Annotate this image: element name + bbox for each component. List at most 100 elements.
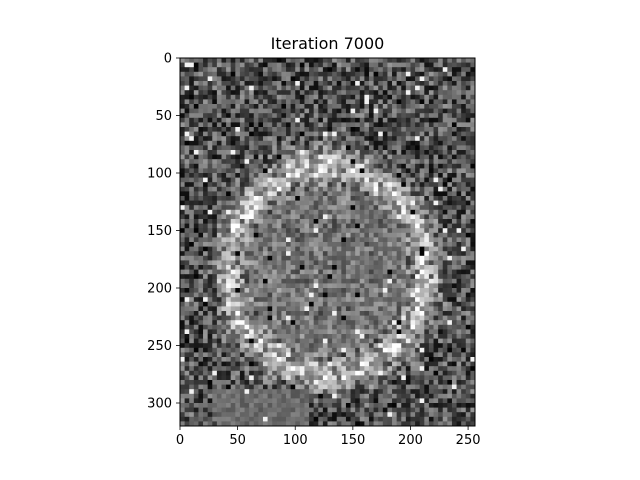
heatmap-cell [276, 306, 282, 312]
heatmap-cell [332, 389, 338, 395]
heatmap-cell [355, 343, 361, 349]
heatmap-cell [239, 265, 245, 270]
heatmap-cell [327, 85, 333, 91]
heatmap-cell [368, 320, 374, 326]
heatmap-cell [428, 255, 434, 261]
heatmap-cell [304, 357, 310, 362]
heatmap-cell [461, 352, 467, 358]
heatmap-cell [212, 127, 218, 132]
heatmap-cell [193, 163, 199, 169]
heatmap-cell [203, 127, 209, 132]
heatmap-cell [368, 357, 374, 362]
heatmap-cell [419, 99, 425, 105]
heatmap-cell [193, 122, 199, 128]
heatmap-cell [322, 297, 328, 303]
heatmap-cell [364, 269, 370, 275]
heatmap-cell [336, 223, 342, 229]
heatmap-cell [465, 191, 471, 197]
heatmap-cell [313, 186, 319, 192]
heatmap-cell [350, 85, 356, 91]
heatmap-cell [258, 246, 264, 252]
heatmap-cell [309, 186, 315, 192]
heatmap-cell [249, 347, 255, 353]
heatmap-cell [442, 361, 448, 367]
heatmap-cell [378, 81, 384, 86]
heatmap-cell [341, 232, 347, 238]
heatmap-cell [470, 131, 475, 137]
heatmap-cell [378, 205, 384, 211]
heatmap-cell [290, 67, 296, 73]
heatmap-cell [442, 90, 448, 96]
heatmap-cell [262, 209, 268, 215]
heatmap-cell [258, 200, 264, 206]
heatmap-cell [392, 154, 398, 160]
heatmap-cell [336, 269, 342, 275]
heatmap-cell [267, 177, 273, 183]
heatmap-cell [230, 127, 236, 132]
heatmap-cell [470, 347, 475, 353]
heatmap-cell [244, 384, 250, 390]
heatmap-cell [180, 145, 186, 151]
heatmap-cell [341, 278, 347, 284]
heatmap-cell [318, 265, 324, 270]
heatmap-cell [272, 375, 278, 381]
heatmap-cell [382, 380, 388, 385]
heatmap-cell [212, 311, 218, 316]
heatmap-cell [447, 380, 453, 385]
heatmap-cell [184, 90, 190, 96]
heatmap-cell [309, 288, 315, 293]
heatmap-cell [350, 76, 356, 82]
heatmap-cell [226, 274, 232, 280]
heatmap-cell [428, 232, 434, 238]
heatmap-cell [258, 104, 264, 109]
heatmap-cell [203, 384, 209, 390]
heatmap-cell [207, 154, 213, 160]
heatmap-cell [221, 352, 227, 358]
heatmap-cell [465, 99, 471, 105]
heatmap-cell [318, 223, 324, 229]
heatmap-cell [322, 71, 328, 77]
heatmap-cell [345, 81, 351, 86]
heatmap-cell [461, 117, 467, 123]
heatmap-cell [180, 260, 186, 266]
heatmap-cell [295, 214, 301, 220]
heatmap-cell [364, 301, 370, 307]
heatmap-cell [438, 274, 444, 280]
heatmap-cell [304, 159, 310, 165]
heatmap-cell [332, 297, 338, 303]
heatmap-cell [428, 352, 434, 358]
heatmap-cell [244, 113, 250, 119]
heatmap-cell [318, 145, 324, 151]
heatmap-cell [401, 122, 407, 128]
heatmap-cell [286, 334, 292, 339]
heatmap-cell [286, 255, 292, 261]
heatmap-cell [286, 191, 292, 197]
heatmap-cell [382, 315, 388, 321]
heatmap-cell [189, 380, 195, 385]
heatmap-cell [253, 90, 259, 96]
heatmap-cell [262, 173, 268, 178]
heatmap-cell [193, 76, 199, 82]
heatmap-cell [212, 384, 218, 390]
heatmap-cell [456, 145, 462, 151]
heatmap-cell [442, 214, 448, 220]
heatmap-cell [249, 334, 255, 339]
heatmap-cell [350, 412, 356, 418]
heatmap-cell [216, 81, 222, 86]
heatmap-cell [438, 393, 444, 399]
heatmap-cell [405, 150, 411, 155]
heatmap-cell [392, 150, 398, 155]
heatmap-cell [267, 81, 273, 86]
heatmap-cell [309, 214, 315, 220]
heatmap-cell [272, 292, 278, 298]
heatmap-cell [442, 315, 448, 321]
heatmap-cell [244, 200, 250, 206]
heatmap-cell [465, 324, 471, 330]
heatmap-cell [318, 131, 324, 137]
heatmap-cell [428, 278, 434, 284]
heatmap-cell [249, 150, 255, 155]
heatmap-cell [290, 274, 296, 280]
heatmap-cell [309, 407, 315, 413]
heatmap-cell [387, 315, 393, 321]
heatmap-cell [286, 136, 292, 142]
